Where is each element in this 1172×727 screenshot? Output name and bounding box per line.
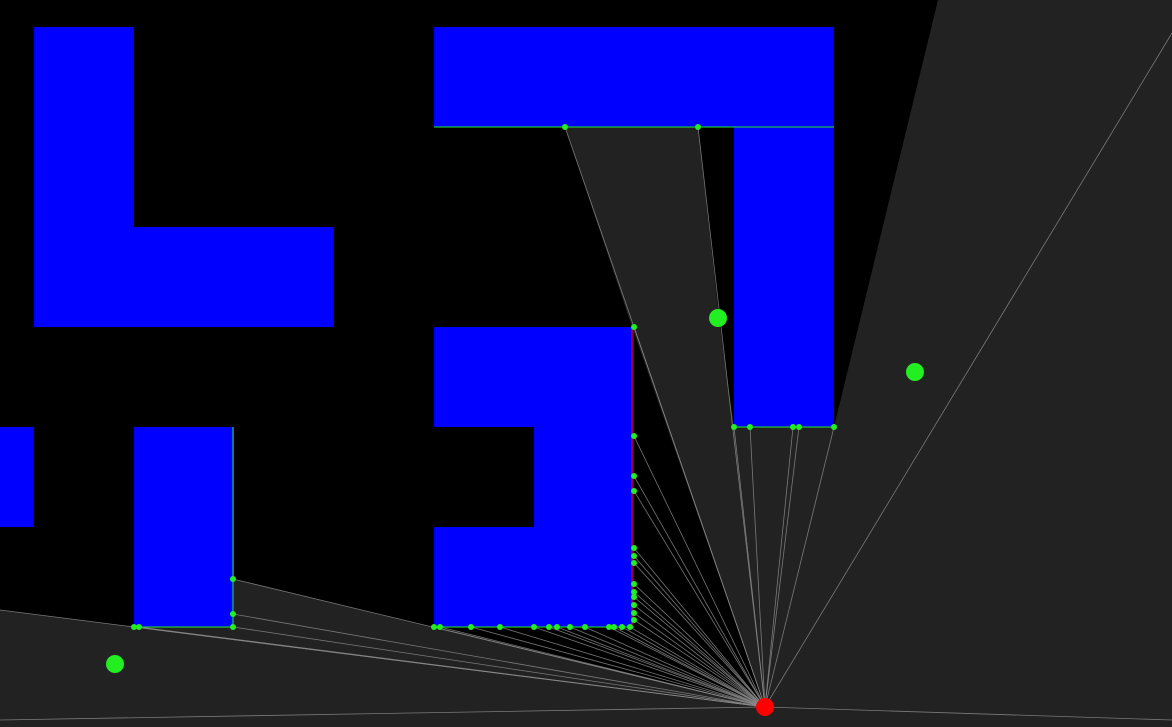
pickup-green-dot-icon <box>709 309 727 327</box>
ray-line <box>633 596 766 708</box>
visibility-wedge-left-obstacle <box>136 579 765 707</box>
ray-line <box>633 555 766 708</box>
ray-hit-point-icon <box>131 624 137 630</box>
ray-line <box>0 706 766 721</box>
player-red-dot-icon[interactable] <box>756 698 774 716</box>
ray-line <box>697 126 766 708</box>
ray-line <box>749 426 766 708</box>
ray-line <box>232 626 766 708</box>
wall-small-pillar <box>134 427 234 627</box>
ray-line <box>608 626 766 708</box>
ray-hit-point-icon <box>437 624 443 630</box>
walls <box>0 27 834 627</box>
ray-hit-point-icon <box>582 624 588 630</box>
ray-hit-point-icon <box>631 488 637 494</box>
ray-line <box>733 426 766 708</box>
pickups <box>106 309 924 673</box>
visibility-wedge-right <box>765 0 1172 720</box>
ray-line <box>633 490 766 708</box>
ray-hit-point-icon <box>631 589 637 595</box>
ray-hit-point-icon <box>497 624 503 630</box>
wall-l-shape <box>34 27 334 327</box>
ray-line <box>499 626 766 708</box>
ray-line <box>633 435 766 708</box>
ray-hit-point-icon <box>468 624 474 630</box>
ray-hit-point-icon <box>631 433 637 439</box>
ray-hit-points <box>131 124 837 630</box>
ray-hit-point-icon <box>631 473 637 479</box>
ray-hit-point-icon <box>631 553 637 559</box>
ray-lines <box>0 32 1172 721</box>
ray-hit-point-icon <box>631 324 637 330</box>
ray-hit-point-icon <box>136 624 142 630</box>
ray-line <box>764 426 800 708</box>
pickup-green-dot-icon <box>906 363 924 381</box>
ray-hit-point-icon <box>554 624 560 630</box>
ray-hit-point-icon <box>567 624 573 630</box>
ray-line <box>470 626 766 708</box>
ray-line <box>633 475 766 708</box>
ray-line <box>633 547 766 708</box>
ray-line <box>629 626 766 708</box>
ray-hit-point-icon <box>619 624 625 630</box>
wall-c-shape <box>434 327 634 627</box>
ray-hit-point-icon <box>546 624 552 630</box>
pickup-green-dot-icon <box>106 655 124 673</box>
wall-left-stub <box>0 427 34 527</box>
wall-right-column <box>734 127 834 427</box>
ray-hit-point-icon <box>631 594 637 600</box>
ray-hit-point-icon <box>796 424 802 430</box>
visibility-wedge-lower-left <box>0 610 1172 727</box>
ray-hit-point-icon <box>631 610 637 616</box>
ray-line <box>633 583 766 708</box>
ray-line <box>764 426 835 708</box>
ray-hit-point-icon <box>562 124 568 130</box>
ray-hit-point-icon <box>731 424 737 430</box>
ray-line <box>533 626 766 708</box>
ray-hit-point-icon <box>631 545 637 551</box>
ray-hit-point-icon <box>230 576 236 582</box>
ray-line <box>764 706 1172 721</box>
ray-line <box>232 613 766 708</box>
ray-hit-point-icon <box>606 624 612 630</box>
ray-hit-point-icon <box>631 560 637 566</box>
ray-hit-point-icon <box>631 602 637 608</box>
ray-line <box>569 626 766 708</box>
ray-line <box>633 326 766 708</box>
ray-line <box>556 626 766 708</box>
ray-hit-point-icon <box>631 617 637 623</box>
ray-hit-point-icon <box>230 624 236 630</box>
ray-hit-point-icon <box>695 124 701 130</box>
ray-line <box>621 626 766 708</box>
ray-line <box>133 626 766 708</box>
ray-hit-point-icon <box>531 624 537 630</box>
ray-line <box>633 604 766 708</box>
ray-line <box>764 32 1172 708</box>
ray-hit-point-icon <box>790 424 796 430</box>
ray-hit-point-icon <box>611 624 617 630</box>
ray-line <box>232 578 766 708</box>
ray-line <box>584 626 766 708</box>
ray-line <box>548 626 766 708</box>
visibility-wedge-center <box>565 127 834 707</box>
ray-hit-point-icon <box>631 581 637 587</box>
ray-line <box>633 619 766 708</box>
ray-hit-point-icon <box>831 424 837 430</box>
ray-line <box>633 612 766 708</box>
ray-hit-point-icon <box>747 424 753 430</box>
wall-top-bar <box>434 27 834 127</box>
ray-line <box>764 426 794 708</box>
ray-hit-point-icon <box>431 624 437 630</box>
ray-hit-point-icon <box>230 611 236 617</box>
ray-hit-point-icon <box>627 624 633 630</box>
ray-line <box>633 562 766 708</box>
ray-line <box>633 591 766 708</box>
